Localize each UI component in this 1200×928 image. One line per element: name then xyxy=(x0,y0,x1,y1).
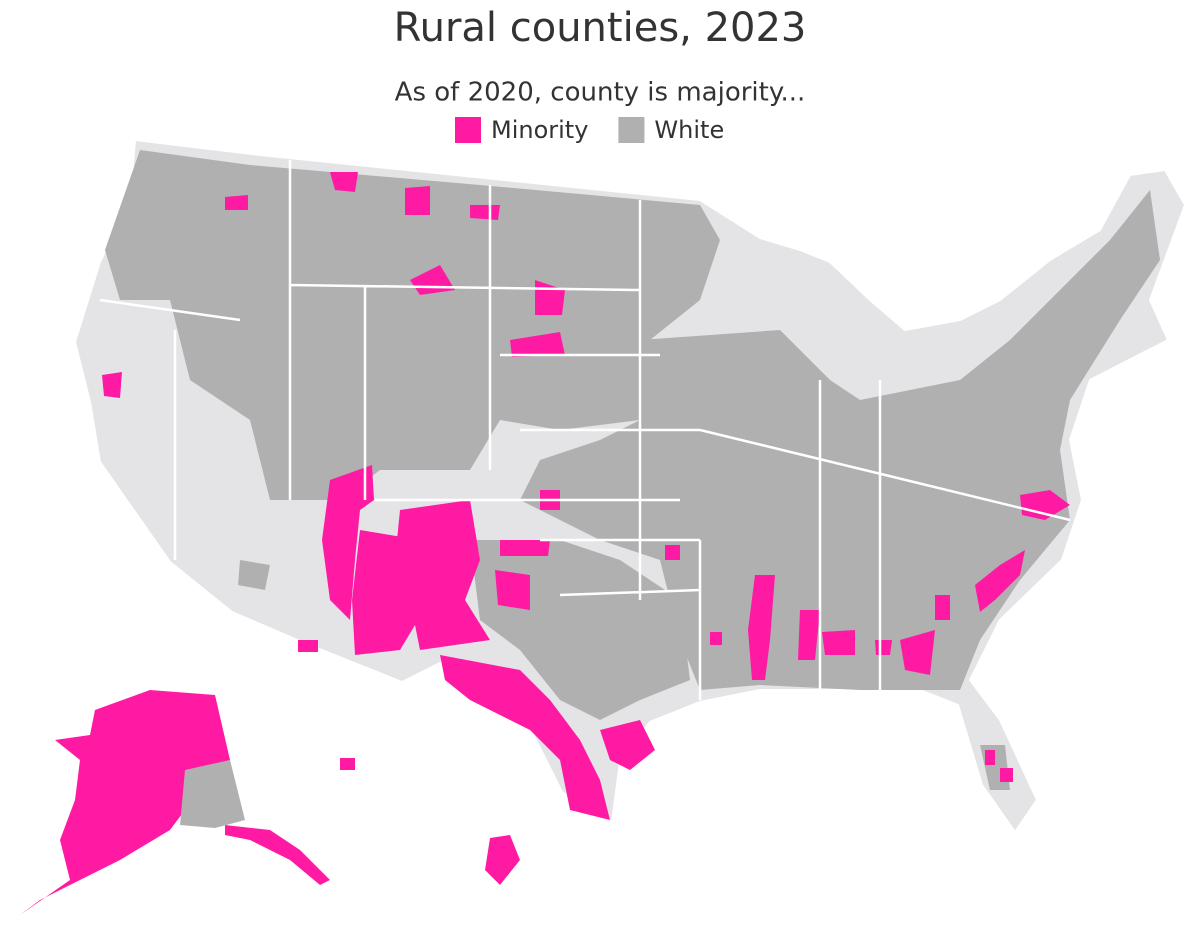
map xyxy=(20,138,1187,915)
minority-region xyxy=(875,640,892,655)
minority-region xyxy=(1020,490,1070,520)
minority-region xyxy=(510,332,565,357)
white-region xyxy=(238,560,270,590)
minority-region xyxy=(330,172,358,192)
minority-region xyxy=(975,550,1025,612)
legend: Minority White xyxy=(455,116,724,144)
minority-region xyxy=(298,640,318,652)
minority-region xyxy=(1000,768,1013,782)
hawaii xyxy=(485,835,520,885)
minority-region xyxy=(798,610,820,660)
legend-swatch xyxy=(618,117,645,143)
alaska xyxy=(20,690,230,915)
minority-region xyxy=(935,595,950,620)
minority-region xyxy=(405,186,430,215)
minority-region xyxy=(500,540,550,556)
minority-region xyxy=(710,632,722,645)
minority-region xyxy=(225,195,248,210)
minority-region xyxy=(470,205,500,220)
white-region xyxy=(105,150,720,500)
legend-label: White xyxy=(654,116,724,144)
minority-region xyxy=(748,575,775,680)
minority-region xyxy=(395,500,490,650)
minority-region xyxy=(822,630,855,655)
state-borders xyxy=(99,160,1071,700)
hawaii xyxy=(340,758,355,770)
minority-region xyxy=(102,372,122,398)
minority-region xyxy=(900,630,935,675)
alaska-white xyxy=(180,760,245,828)
legend-swatch xyxy=(455,117,481,143)
legend-label: Minority xyxy=(491,116,588,144)
minority-region xyxy=(440,655,610,820)
minority-region xyxy=(495,570,530,610)
minority-region xyxy=(322,465,374,620)
minority-region xyxy=(600,720,655,770)
alaska-panhandle xyxy=(225,825,330,885)
map-subtitle: As of 2020, county is majority... xyxy=(395,78,806,108)
minority-region xyxy=(665,545,680,560)
map-title: Rural counties, 2023 xyxy=(394,5,807,51)
minority-region xyxy=(985,750,995,765)
